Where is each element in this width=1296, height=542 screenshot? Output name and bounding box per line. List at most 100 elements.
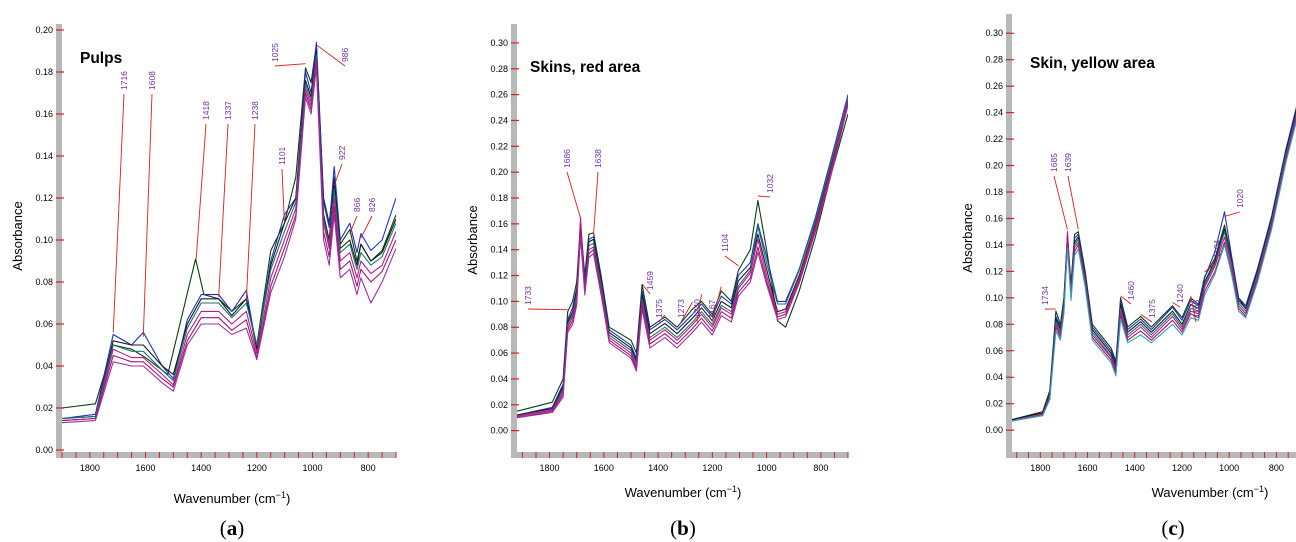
annotation-leader: [281, 168, 285, 222]
peak-annotation: 1337: [223, 101, 233, 120]
spectrum-line-7: [1012, 120, 1296, 422]
y-tick-label: 0.10: [985, 293, 1003, 303]
panel-label-b: (b): [670, 516, 696, 540]
peak-annotation: 1240: [692, 299, 702, 318]
chart-title-c: Skin, yellow area: [1030, 55, 1155, 72]
chart-title-b: Skins, red area: [530, 59, 641, 76]
annotation-leader: [274, 63, 306, 67]
y-tick-label: 0.00: [490, 426, 508, 436]
y-tick-label: 0.04: [35, 361, 53, 371]
peak-annotation: 1638: [593, 149, 603, 168]
y-tick-label: 0.06: [490, 348, 508, 358]
y-tick-label: 0.08: [490, 322, 508, 332]
x-tick-label: 1600: [135, 463, 155, 473]
peak-annotation: 1104: [720, 233, 730, 252]
y-tick-label: 0.26: [490, 90, 508, 100]
peak-annotation: 1686: [562, 149, 572, 168]
y-tick-label: 0.18: [35, 67, 53, 77]
y-tick-label: 0.16: [985, 213, 1003, 223]
y-tick-label: 0.12: [490, 271, 508, 281]
peak-annotation: 986: [340, 48, 350, 62]
peak-annotation: 922: [337, 146, 347, 160]
y-tick-label: 0.12: [35, 193, 53, 203]
spectrum-line-3: [517, 100, 848, 416]
x-tick-label: 1800: [80, 463, 100, 473]
y-tick-label: 0.16: [35, 109, 53, 119]
spectrum-line-2: [517, 94, 848, 416]
peak-annotation: 1104: [1212, 239, 1222, 258]
y-tick-label: 0.28: [985, 55, 1003, 65]
annotation-leader: [218, 123, 229, 297]
x-tick-label: 800: [813, 463, 828, 473]
annotation-leader: [680, 301, 693, 323]
peak-annotation: 1460: [1126, 281, 1136, 300]
x-axis-label-b: Wavenumber (cm−1): [625, 484, 742, 500]
y-tick-label: 0.22: [985, 134, 1003, 144]
x-tick-label: 1200: [247, 463, 267, 473]
annotation-leader: [1140, 313, 1153, 323]
peak-annotation: 1418: [201, 101, 211, 120]
x-axis-bar: [1006, 452, 1296, 458]
y-axis-label-c: Absorbance: [960, 203, 975, 272]
spectrum-line-5: [1012, 115, 1296, 422]
x-tick-label: 1600: [1078, 463, 1098, 473]
y-tick-label: 0.30: [490, 38, 508, 48]
y-tick-label: 0.00: [985, 425, 1003, 435]
peak-annotation: 1716: [119, 71, 129, 90]
spectrum-line-1: [1012, 110, 1296, 421]
y-axis-label-b: Absorbance: [465, 205, 480, 274]
y-tick-label: 0.14: [35, 151, 53, 161]
annotation-leader: [658, 314, 666, 323]
peak-annotation: 1273: [676, 299, 686, 318]
y-tick-label: 0.26: [985, 81, 1003, 91]
series-group: [517, 94, 848, 419]
y-tick-label: 0.20: [35, 25, 53, 35]
peak-annotation: 1020: [1235, 189, 1245, 208]
peak-annotation: 1240: [1175, 284, 1185, 303]
y-tick-label: 0.18: [490, 193, 508, 203]
annotation-leader: [1224, 211, 1241, 217]
y-tick-label: 0.08: [985, 319, 1003, 329]
spectrum-line-2: [62, 42, 396, 420]
y-tick-label: 0.20: [490, 167, 508, 177]
annotation-leader: [1204, 261, 1218, 273]
chart-panel-b: Skins, red area Absorbance Wavenumber (c…: [465, 24, 849, 540]
peak-annotation: 1459: [645, 271, 655, 290]
annotation-leader: [593, 171, 599, 235]
y-axis-bar: [56, 24, 62, 458]
spectrum-line-3: [62, 50, 396, 420]
spectrum-line-4: [62, 54, 396, 420]
x-tick-label: 1200: [1172, 463, 1192, 473]
y-tick-label: 0.14: [490, 245, 508, 255]
y-tick-label: 0.12: [985, 266, 1003, 276]
annotation-leader: [724, 255, 739, 267]
chart-panel-c: Skin, yellow area Absorbance Wavenumber …: [960, 14, 1296, 540]
annotation-leader: [142, 93, 153, 337]
y-tick-label: 0.02: [985, 399, 1003, 409]
panel-label-a: (a): [220, 516, 245, 540]
spectrum-line-1: [62, 44, 396, 409]
peak-annotation: 1167: [707, 299, 717, 318]
annotation-leader: [641, 283, 651, 295]
peak-annotation: 1375: [1147, 299, 1157, 318]
chart-panel-a: Pulps Absorbance Wavenumber (cm−1) (a) 0…: [10, 24, 397, 540]
y-tick-label: 0.16: [490, 219, 508, 229]
x-tick-label: 1400: [648, 463, 668, 473]
peak-annotation: 1025: [270, 43, 280, 62]
y-tick-label: 0.28: [490, 64, 508, 74]
spectrum-line-4: [1012, 112, 1296, 422]
x-axis-bar: [511, 452, 848, 458]
y-tick-label: 0.02: [490, 400, 508, 410]
y-tick-label: 0.06: [985, 346, 1003, 356]
y-tick-label: 0.10: [490, 296, 508, 306]
spectrum-line-7: [517, 104, 848, 419]
annotation-leader: [1120, 295, 1132, 305]
y-tick-label: 0.04: [490, 374, 508, 384]
spectrum-line-4: [517, 97, 848, 417]
annotation-leader: [711, 286, 722, 323]
annotation-leader: [527, 308, 568, 311]
annotation-leader: [333, 163, 343, 186]
x-tick-label: 1000: [1219, 463, 1239, 473]
peak-annotation: 1032: [765, 174, 775, 193]
x-tick-label: 1800: [1030, 463, 1050, 473]
